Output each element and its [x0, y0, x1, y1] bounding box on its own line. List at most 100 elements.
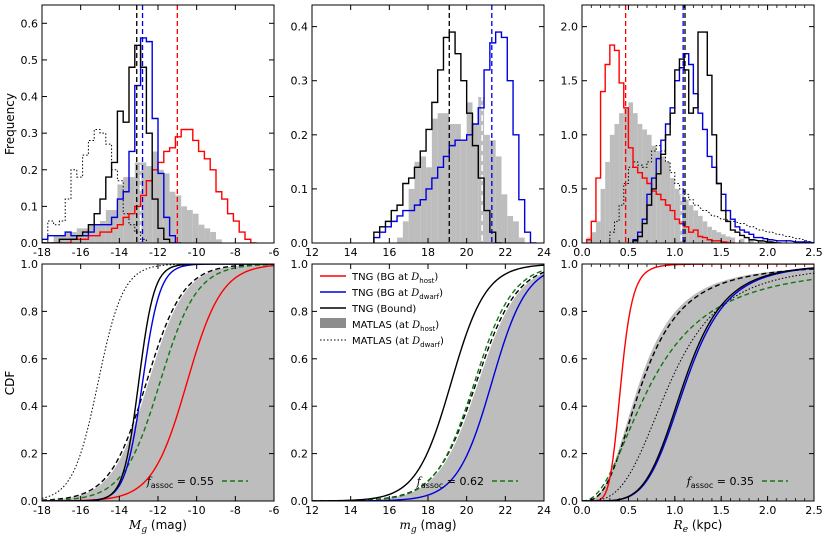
- hist-bar-matlas-host: [478, 96, 485, 243]
- hist-bar-matlas-host: [146, 166, 153, 243]
- y-tick-label: 0.4: [21, 400, 39, 413]
- hist-bar-matlas-host: [646, 134, 652, 243]
- cdf-panel-Mg: 0.0 0.2 0.4 0.6 0.8 1.0 -18 -16 -14 -12 -10 -8 -6 Mg …: [21, 258, 280, 535]
- hist-bar-matlas-host: [140, 162, 147, 243]
- hist-bar-matlas-host: [698, 215, 703, 243]
- hist-bar-matlas-host: [651, 145, 657, 243]
- fassoc-sub: assoc: [421, 481, 444, 490]
- x-tick-label: 0.5: [620, 504, 638, 517]
- legend-label-suffix: ): [435, 320, 439, 331]
- hist-bar-matlas-host: [484, 134, 490, 243]
- hist-bar-matlas-host: [105, 210, 112, 243]
- hist-bar-matlas-host: [609, 134, 615, 243]
- y-tick-label: 0.0: [561, 237, 579, 250]
- hist-bar-matlas-host: [619, 113, 624, 243]
- fassoc-eq: = 0.62: [443, 475, 484, 488]
- y-tick-label: 1.0: [561, 258, 579, 271]
- fassoc-eq: = 0.55: [173, 475, 214, 488]
- cdf-panel-mg: 0.0 0.2 0.4 0.6 0.8 1.0 12 14 16 18 20 22 24 mg (mag)…: [291, 258, 552, 535]
- cdf-panel-Re: 0.00.20.40.60.81.00.0 0.5 1.0 1.5 2.0 2.5Re (…: [561, 5, 823, 535]
- cdf-line-green: [312, 269, 544, 501]
- x-tick-label: 1.5: [712, 246, 730, 259]
- hist-bar-matlas-host: [758, 240, 763, 243]
- hist-bar-matlas-host: [518, 237, 525, 243]
- hist-step-black: [373, 31, 502, 243]
- legend-label: MATLAS (at Dhost): [352, 320, 439, 333]
- x-tick-label: -18: [33, 504, 51, 517]
- y-tick-label: 0.8: [561, 305, 579, 318]
- hist-bar-matlas-host: [656, 151, 661, 243]
- x-tick-label: 2.5: [805, 246, 823, 259]
- x-tick-label: 22: [498, 504, 512, 517]
- legend-label: TNG (BG at Dhost): [351, 272, 438, 285]
- y-tick-label: 0.8: [291, 305, 309, 318]
- hist-bar-matlas-host: [637, 124, 643, 243]
- hist-bar-matlas-host: [397, 237, 403, 243]
- hist-bar-matlas-host: [123, 177, 129, 243]
- x-tick-label: 12: [305, 246, 319, 259]
- y-tick-label: 0.4: [561, 400, 579, 413]
- legend-label-sym: D: [410, 272, 419, 283]
- hist-bar-matlas-host: [169, 191, 176, 243]
- fassoc-label: fassoc = 0.35: [686, 475, 754, 490]
- y-tick-label: 0.6: [21, 353, 39, 366]
- y-tick-label: 0.4: [291, 21, 309, 34]
- x-tick-label: 18: [421, 504, 435, 517]
- fassoc-label: fassoc = 0.55: [146, 475, 214, 490]
- hist-bar-matlas-host: [198, 224, 205, 243]
- x-tick-label: -8: [230, 246, 241, 259]
- legend-label-sym: D: [411, 320, 420, 331]
- x-tick-label: -12: [149, 504, 167, 517]
- legend-label-suffix: ): [440, 336, 444, 347]
- cdf-line-dashblack: [582, 268, 814, 501]
- y-tick-label: 0.4: [21, 91, 39, 104]
- hist-bar-matlas-host: [513, 221, 519, 243]
- y-tick-label: 0.2: [291, 129, 309, 142]
- x-tick-label: -16: [72, 504, 90, 517]
- y-tick-label: 0.1: [21, 200, 39, 213]
- x-tick-label: -14: [110, 246, 128, 259]
- hist-bar-matlas-host: [507, 215, 514, 243]
- hist-bar-matlas-host: [716, 232, 722, 243]
- y-axis-label-cdf: CDF: [3, 371, 17, 396]
- cdf-area-matlas-host: [42, 264, 274, 501]
- hist-bar-matlas-host: [684, 199, 689, 243]
- hist-bar-matlas-host: [489, 140, 496, 243]
- hist-bar-matlas-host: [495, 156, 502, 243]
- hist-bar-matlas-host: [431, 118, 438, 243]
- y-tick-label: 1.0: [561, 129, 579, 142]
- cdf-frame: [581, 263, 815, 502]
- y-tick-label: 0.2: [561, 448, 579, 461]
- legend-label: TNG (Bound): [351, 304, 416, 315]
- x-tick-label: -8: [230, 504, 241, 517]
- hist-bar-matlas-host: [175, 195, 182, 243]
- hist-bar-matlas-host: [688, 205, 694, 243]
- x-tick-label: -18: [33, 246, 51, 259]
- x-tick-label: 14: [344, 246, 358, 259]
- x-tick-label: 20: [460, 504, 474, 517]
- x-axis-label: Re (kpc): [673, 518, 723, 535]
- hist-bar-matlas-host: [707, 226, 712, 243]
- fassoc-sub: assoc: [691, 481, 714, 490]
- y-tick-label: 1.0: [21, 258, 39, 271]
- hist-bar-matlas-host: [591, 232, 596, 243]
- x-axis-label-var: R: [673, 518, 683, 532]
- x-tick-label: 1.5: [712, 504, 730, 517]
- hist-panel-mg: 0.0 0.1 0.2 0.3 0.4 12 14 16 18 20 22 24: [291, 4, 551, 259]
- x-tick-label: 1.0: [666, 504, 684, 517]
- x-tick-label: -6: [269, 246, 280, 259]
- hist-bar-matlas-host: [204, 228, 211, 243]
- hist-bar-matlas-host: [210, 232, 216, 243]
- hist-bar-matlas-host: [730, 237, 736, 243]
- x-tick-label: 0.5: [620, 246, 638, 259]
- y-axis-label-frequency: Frequency: [3, 93, 17, 155]
- x-tick-label: 2.5: [805, 504, 823, 517]
- hist-step-blue: [373, 31, 537, 243]
- fassoc-symbol: f: [146, 475, 153, 488]
- hist-bar-matlas-host: [111, 210, 118, 243]
- x-tick-label: 0.0: [573, 246, 591, 259]
- y-tick-label: 0.6: [291, 353, 309, 366]
- x-tick-label: -12: [149, 246, 167, 259]
- x-tick-label: 20: [460, 246, 474, 259]
- hist-bar-matlas-host: [187, 210, 193, 243]
